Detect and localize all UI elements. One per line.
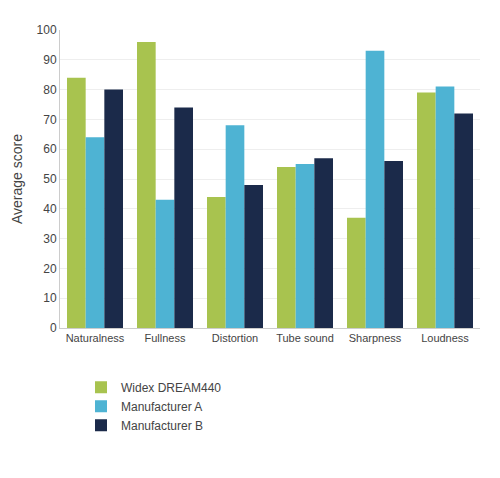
svg-text:Sharpness: Sharpness	[349, 332, 402, 344]
svg-text:Widex DREAM440: Widex DREAM440	[121, 381, 221, 395]
svg-text:80: 80	[43, 83, 57, 97]
svg-text:20: 20	[43, 262, 57, 276]
svg-text:50: 50	[43, 172, 57, 186]
svg-text:Fullness: Fullness	[145, 332, 186, 344]
svg-text:70: 70	[43, 113, 57, 127]
svg-text:40: 40	[43, 202, 57, 216]
svg-text:Distortion: Distortion	[212, 332, 258, 344]
svg-text:Manufacturer B: Manufacturer B	[121, 419, 203, 433]
svg-text:Average score: Average score	[9, 134, 25, 224]
svg-text:Tube sound: Tube sound	[276, 332, 334, 344]
svg-text:30: 30	[43, 232, 57, 246]
svg-text:60: 60	[43, 142, 57, 156]
svg-text:10: 10	[43, 291, 57, 305]
svg-text:Naturalness: Naturalness	[66, 332, 125, 344]
svg-text:Loudness: Loudness	[421, 332, 469, 344]
svg-text:0: 0	[50, 321, 57, 335]
svg-text:100: 100	[37, 23, 57, 37]
svg-text:Manufacturer A: Manufacturer A	[121, 400, 202, 414]
svg-text:90: 90	[43, 53, 57, 67]
